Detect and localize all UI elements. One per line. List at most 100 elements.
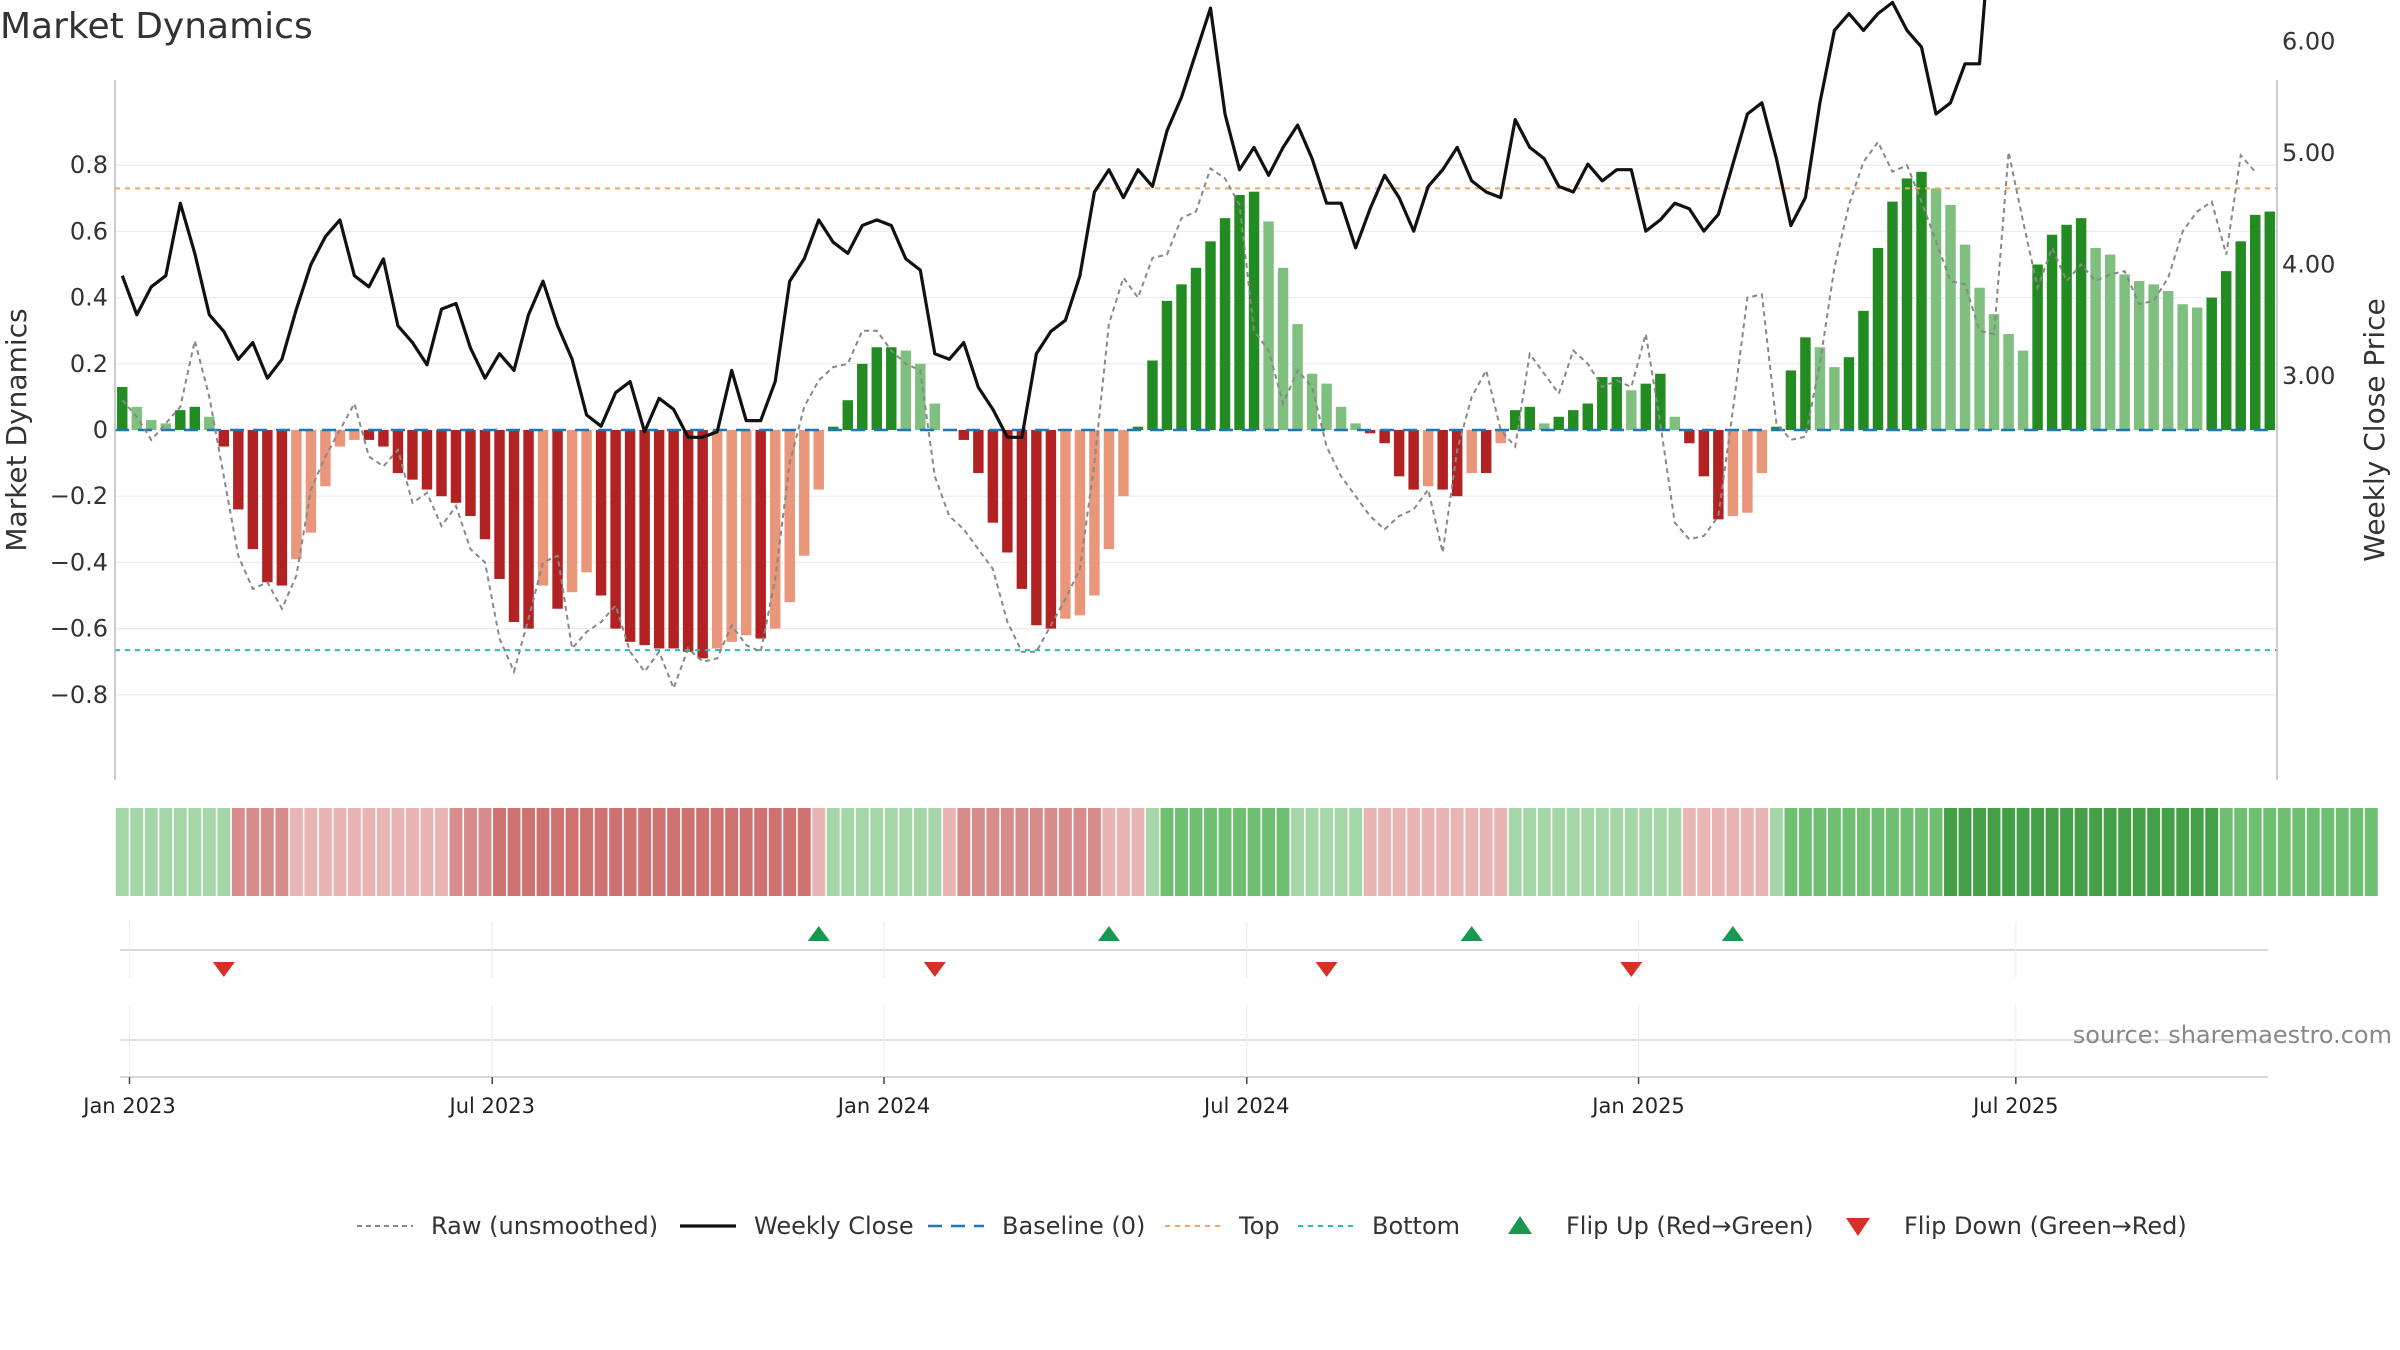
dynamics-bar — [1509, 410, 1521, 430]
dynamics-bar — [1321, 383, 1332, 430]
dynamics-bar — [1901, 178, 1913, 430]
legend-label: Weekly Close — [754, 1212, 914, 1240]
ribbon-segment — [2060, 808, 2074, 896]
dynamics-bar — [1118, 430, 1129, 497]
ribbon-segment — [551, 808, 565, 896]
dynamics-bar — [262, 430, 273, 583]
axes: 0.80.60.40.20−0.2−0.4−0.6−0.88.007.006.0… — [50, 28, 2335, 780]
right-tick-label: 5.00 — [2282, 139, 2335, 167]
ribbon-segment — [464, 808, 477, 896]
dynamics-bar — [1727, 430, 1739, 517]
ribbon-segment — [1276, 808, 1290, 896]
ribbon-segment — [696, 808, 710, 896]
dynamics-bar — [1669, 416, 1681, 430]
dynamics-bar — [291, 430, 302, 560]
ribbon-segment — [2161, 808, 2175, 896]
dynamics-bar — [1582, 403, 1593, 430]
ribbon-segment — [1465, 808, 1479, 896]
ribbon-segment — [913, 808, 927, 896]
dynamics-bar — [566, 430, 578, 593]
ribbon-segment — [580, 808, 594, 896]
ribbon-segment — [1087, 808, 1101, 896]
left-tick-label: 0.2 — [70, 350, 108, 378]
ribbon-segment — [493, 808, 506, 896]
ribbon-segment — [1639, 808, 1653, 896]
ribbon-segment — [1233, 808, 1246, 896]
ribbon-segment — [1450, 808, 1464, 896]
legend-item-top: Top — [1165, 1212, 1280, 1240]
ribbon-segment — [783, 808, 797, 896]
left-tick-label: 0.4 — [70, 284, 108, 312]
ribbon-segment — [449, 808, 463, 896]
ribbon-segment — [942, 808, 956, 896]
legend-swatch-flip-down — [1846, 1218, 1870, 1236]
dynamics-bar — [2162, 290, 2174, 430]
ribbon-segment — [391, 808, 405, 896]
dynamics-bar — [1887, 201, 1898, 430]
ribbon-segment — [812, 808, 826, 896]
left-tick-label: 0.8 — [70, 151, 108, 179]
dynamics-bar — [1016, 430, 1028, 589]
left-axis-label: Market Dynamics — [0, 308, 33, 551]
ribbon-segment — [217, 808, 231, 896]
ribbon-segment — [2002, 808, 2016, 896]
dynamics-bar — [1103, 430, 1115, 550]
dynamics-bar — [1147, 360, 1158, 430]
ribbon-segment — [202, 808, 216, 896]
legend-item-flipup: Flip Up (Red→Green) — [1508, 1212, 1814, 1240]
ribbon-segment — [1711, 808, 1725, 896]
ribbon-segment — [797, 808, 811, 896]
dynamics-bar — [2017, 350, 2029, 430]
ribbon-segment — [1291, 808, 1305, 896]
dynamics-bar — [1524, 406, 1535, 430]
ribbon-segment — [2190, 808, 2204, 896]
dynamics-bar — [2032, 264, 2043, 430]
ribbon-segment — [1842, 808, 1856, 896]
dynamics-bar — [769, 430, 781, 629]
dynamics-bar — [2104, 254, 2116, 430]
ribbon-segment — [1146, 808, 1159, 896]
ribbon-segment — [159, 808, 173, 896]
dynamics-bar — [189, 406, 201, 430]
ribbon-segment — [609, 808, 623, 896]
dynamics-bar — [305, 430, 317, 533]
ribbon-segment — [594, 808, 608, 896]
ribbon-segment — [899, 808, 913, 896]
dynamics-bar — [2191, 307, 2203, 430]
ribbon-segment — [1015, 808, 1029, 896]
ribbon-segment — [1871, 808, 1885, 896]
legend-label: Flip Up (Red→Green) — [1566, 1212, 1814, 1240]
ribbon-segment — [2074, 808, 2088, 896]
dynamics-bar — [1060, 430, 1071, 619]
dynamics-bar — [1814, 347, 1826, 430]
dynamics-bar — [1553, 416, 1564, 430]
dynamics-bar — [1248, 191, 1260, 430]
dynamics-bar — [1277, 267, 1289, 430]
dynamics-bars — [117, 171, 2275, 659]
dynamics-bar — [668, 430, 679, 649]
legend-label: Bottom — [1372, 1212, 1460, 1240]
x-tick-label: Jul 2024 — [1202, 1094, 1289, 1118]
ribbon-segment — [1857, 808, 1870, 896]
ribbon-segment — [1798, 808, 1812, 896]
dynamics-bar — [653, 430, 665, 649]
dynamics-bar — [1089, 430, 1100, 596]
ribbon-segment — [1363, 808, 1377, 896]
ribbon-segment — [1929, 808, 1943, 896]
dynamics-bar — [2075, 218, 2087, 430]
x-tick-label: Jul 2025 — [1971, 1094, 2058, 1118]
dynamics-bar — [1742, 430, 1753, 513]
ribbon-segment — [1436, 808, 1450, 896]
dynamics-bar — [407, 430, 418, 480]
flip-up-marker — [1721, 926, 1744, 941]
dynamics-bar — [1655, 373, 1666, 430]
ribbon-segment — [841, 808, 855, 896]
ribbon-segment — [1697, 808, 1711, 896]
dynamics-bar — [276, 430, 288, 586]
dynamics-bar — [929, 403, 941, 430]
dynamics-bar — [2206, 297, 2217, 430]
ribbon-segment — [144, 808, 158, 896]
dynamics-bar — [146, 420, 157, 430]
dynamics-bar — [552, 430, 563, 609]
ribbon-segment — [2321, 808, 2335, 896]
